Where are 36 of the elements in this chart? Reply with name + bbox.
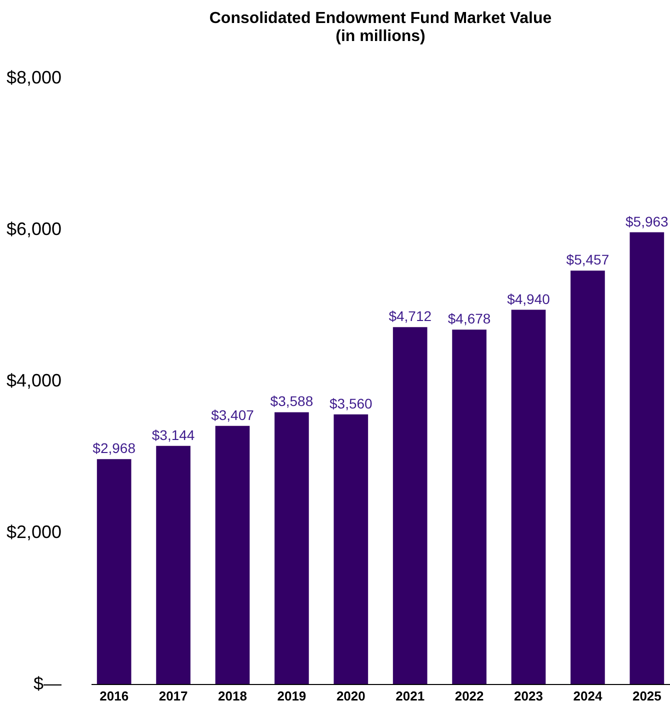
y-tick-label: $2,000 xyxy=(6,522,62,542)
data-label: $4,940 xyxy=(507,290,550,307)
bar xyxy=(215,426,250,684)
y-tick-label: $4,000 xyxy=(6,370,62,390)
data-label: $4,678 xyxy=(448,310,491,327)
x-tick-label: 2024 xyxy=(573,688,603,704)
x-tick-label: 2025 xyxy=(632,688,662,704)
bar xyxy=(511,310,546,684)
chart-title: Consolidated Endowment Fund Market Value (in millions) xyxy=(209,10,552,45)
x-tick-label: 2017 xyxy=(158,688,188,704)
y-tick-label: $8,000 xyxy=(6,68,62,88)
data-label: $2,968 xyxy=(92,440,136,456)
data-label: $3,407 xyxy=(211,406,254,423)
data-label: $3,144 xyxy=(152,426,195,443)
bar xyxy=(570,270,605,684)
y-tick-label: $6,000 xyxy=(6,219,62,239)
bar xyxy=(156,446,190,684)
x-tick-label: 2018 xyxy=(218,688,247,704)
data-label: $5,457 xyxy=(566,252,610,268)
bar xyxy=(452,330,486,684)
data-label: $4,712 xyxy=(388,308,432,324)
data-label: $5,963 xyxy=(625,213,669,230)
x-tick-label: 2020 xyxy=(336,688,366,704)
data-label: $3,588 xyxy=(270,393,314,410)
bar xyxy=(96,459,132,684)
data-label: $3,560 xyxy=(329,395,373,412)
x-tick-label: 2023 xyxy=(514,688,543,704)
x-tick-label: 2019 xyxy=(277,688,306,704)
x-tick-label: 2022 xyxy=(454,688,484,704)
bar xyxy=(392,327,428,684)
bar xyxy=(274,412,309,684)
bar xyxy=(334,414,368,684)
y-tick-label: $— xyxy=(33,674,62,694)
bar xyxy=(630,232,664,684)
x-tick-label: 2016 xyxy=(100,688,129,704)
x-tick-label: 2021 xyxy=(396,688,425,704)
